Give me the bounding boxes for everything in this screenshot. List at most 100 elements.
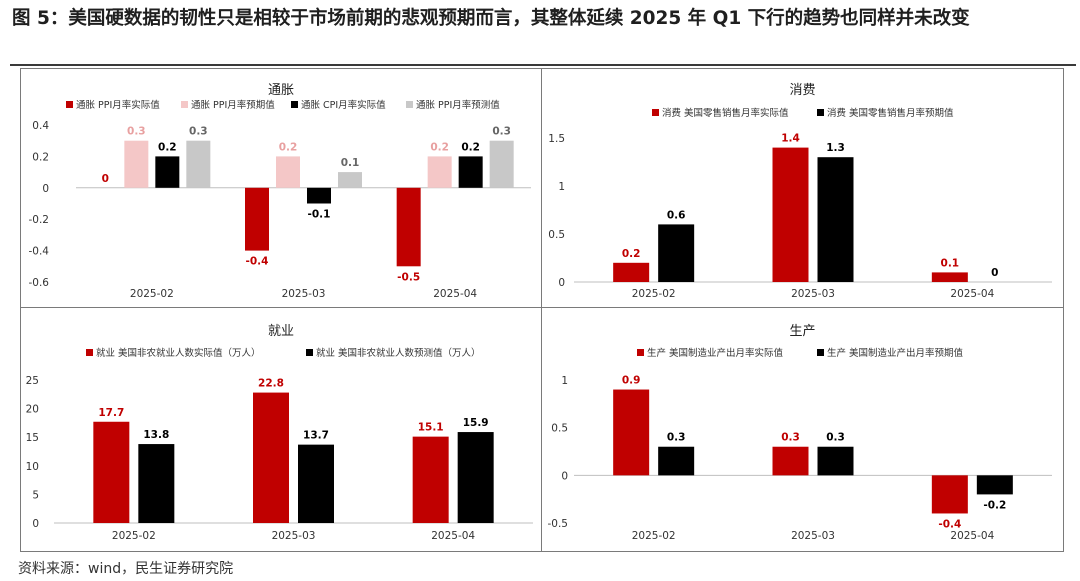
data-label: 15.9 — [463, 417, 489, 429]
chart-title: 生产 — [789, 324, 816, 339]
data-label: 1.4 — [781, 133, 800, 145]
bar — [186, 140, 211, 188]
legend-label: 就业 美国非农就业人数预测值（万人） — [316, 347, 481, 359]
legend-label: 生产 美国制造业产出月率实际值 — [647, 347, 784, 359]
data-label: 0.3 — [492, 126, 511, 138]
y-tick-label: 1 — [558, 181, 565, 193]
chart-panel-inflation: 通胀 0.4 0.2 0 -0.2 -0.4 -0.6 通胀 PPI月率实际值 通胀 PPI月… — [20, 68, 542, 308]
x-tick-label: 2025-03 — [272, 530, 316, 542]
x-tick-label: 2025-03 — [791, 530, 835, 542]
production-chart: 1 0.5 0 -0.5 生产 美国制造业产出月率实际值 生产 美国制造业产出月率预期值 2… — [548, 347, 1052, 542]
x-tick-label: 2025-04 — [433, 288, 477, 300]
consumption-chart: 1.5 1 0.5 0 消费 美国零售销售月率实际值 消费 美国零售销售月率预期值 2025… — [548, 107, 1052, 300]
bar — [613, 389, 650, 476]
data-label: 17.7 — [98, 407, 124, 419]
bar — [976, 475, 1013, 495]
y-tick-label: 0.4 — [32, 120, 49, 132]
data-label: 0.3 — [826, 432, 845, 444]
data-label: 15.1 — [418, 422, 444, 434]
y-tick-label: 0.5 — [548, 229, 565, 241]
legend-swatch — [406, 101, 413, 108]
bar — [276, 156, 300, 188]
bar — [245, 187, 269, 251]
x-tick-label: 2025-02 — [130, 288, 174, 300]
legend-swatch — [637, 349, 644, 356]
data-label: 0.3 — [667, 432, 686, 444]
bar — [931, 475, 968, 514]
data-label: -0.4 — [246, 256, 269, 268]
legend-label: 就业 美国非农就业人数实际值（万人） — [96, 347, 261, 359]
y-tick-label: 0 — [561, 470, 568, 482]
data-label: 13.7 — [303, 430, 329, 442]
data-label: 0 — [991, 267, 998, 279]
bar — [658, 224, 695, 282]
inflation-chart: 0.4 0.2 0 -0.2 -0.4 -0.6 通胀 PPI月率实际值 通胀 PPI月率预期… — [29, 99, 531, 300]
data-label: 0.3 — [127, 126, 146, 138]
chart-title: 就业 — [267, 324, 294, 339]
x-tick-label: 2025-04 — [950, 530, 994, 542]
data-label: 0.9 — [622, 375, 641, 387]
legend-swatch — [306, 349, 313, 356]
legend-label: 生产 美国制造业产出月率预期值 — [827, 347, 964, 359]
source-note: 资料来源：wind，民生证券研究院 — [18, 561, 234, 577]
x-tick-label: 2025-04 — [431, 530, 475, 542]
legend-label: 消费 美国零售销售月率预期值 — [827, 107, 954, 119]
legend-swatch — [291, 101, 298, 108]
y-tick-label: 0 — [42, 183, 49, 195]
figure-title: 图 5：美国硬数据的韧性只是相较于市场前期的悲观预期而言，其整体延续 2025 … — [12, 8, 970, 29]
bar — [93, 421, 130, 523]
y-tick-label: 25 — [26, 375, 39, 387]
data-label: 13.8 — [143, 429, 169, 441]
y-tick-label: 1.5 — [548, 133, 565, 145]
legend-label: 通胀 PPI月率预期值 — [191, 99, 275, 111]
bar — [412, 436, 449, 523]
bar — [817, 446, 854, 476]
title-underline — [10, 64, 1076, 66]
x-tick-label: 2025-02 — [632, 530, 676, 542]
data-label: 0 — [102, 173, 109, 185]
bar — [427, 156, 452, 188]
y-tick-label: 0.5 — [551, 423, 568, 435]
y-tick-label: 5 — [32, 489, 39, 501]
y-tick-label: 1 — [561, 375, 568, 387]
chart-panel-production: 生产 1 0.5 0 -0.5 生产 美国制造业产出月率实际值 生产 美国制造业产出月率预… — [541, 307, 1064, 552]
y-tick-label: 20 — [26, 404, 39, 416]
legend-swatch — [652, 109, 659, 116]
x-tick-label: 2025-03 — [791, 288, 835, 300]
legend-swatch — [181, 101, 188, 108]
bar — [338, 172, 362, 188]
y-tick-label: 0 — [558, 277, 565, 289]
y-tick-label: -0.6 — [29, 277, 50, 289]
legend-swatch — [66, 101, 73, 108]
legend-label: 通胀 PPI月率预测值 — [416, 99, 500, 111]
x-tick-label: 2025-02 — [112, 530, 156, 542]
legend-label: 通胀 CPI月率实际值 — [301, 99, 386, 111]
y-tick-label: -0.4 — [29, 246, 50, 258]
bar — [124, 140, 149, 188]
y-tick-label: 0.2 — [32, 151, 49, 163]
data-label: 0.2 — [622, 248, 641, 260]
bar — [931, 272, 968, 282]
data-label: 0.1 — [941, 257, 960, 269]
y-tick-label: -0.2 — [29, 214, 50, 226]
data-label: -0.2 — [983, 499, 1006, 511]
legend-label: 通胀 PPI月率实际值 — [76, 99, 160, 111]
data-label: 0.3 — [189, 126, 208, 138]
data-label: -0.5 — [397, 271, 420, 283]
data-label: -0.1 — [308, 209, 331, 221]
bar — [772, 446, 809, 476]
data-label: 22.8 — [258, 378, 284, 390]
data-label: 0.2 — [158, 141, 177, 153]
data-label: 0.2 — [279, 141, 298, 153]
bar — [138, 444, 175, 523]
x-tick-label: 2025-03 — [282, 288, 326, 300]
y-tick-label: 15 — [26, 432, 39, 444]
legend-swatch — [817, 349, 824, 356]
data-label: 0.2 — [430, 141, 449, 153]
chart-title: 通胀 — [267, 83, 294, 98]
x-tick-label: 2025-04 — [950, 288, 994, 300]
y-tick-label: -0.5 — [548, 518, 569, 530]
bar — [396, 187, 421, 267]
data-label: 0.2 — [461, 141, 480, 153]
bar — [817, 157, 854, 282]
